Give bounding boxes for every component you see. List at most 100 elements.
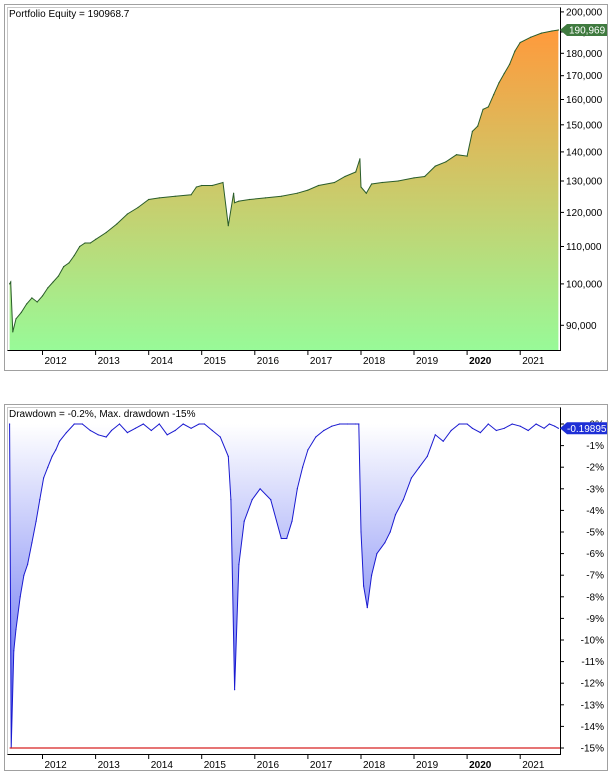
equity-point [519,41,521,44]
equity-x-tick-label: 2021 [522,356,545,367]
equity-last-value-label: 190,969 [569,26,606,37]
equity-point [471,130,473,132]
drawdown-point [363,585,365,587]
equity-point [158,197,160,199]
drawdown-point [307,449,309,451]
drawdown-point [142,423,144,425]
drawdown-point [65,432,67,434]
equity-point [333,181,335,184]
drawdown-point [280,537,282,540]
drawdown-point [13,650,15,652]
drawdown-y-tick-label: -1% [586,441,604,452]
drawdown-point [190,427,192,429]
drawdown-point [23,574,25,576]
equity-point [248,198,251,201]
equity-y-tick-label: 140,000 [566,147,603,158]
drawdown-point [230,499,232,501]
equity-point [397,180,399,182]
drawdown-x-tick-label: 2018 [363,760,386,771]
drawdown-point [548,423,551,425]
equity-point [95,238,97,240]
drawdown-point [198,423,200,425]
equity-point [84,242,86,244]
drawdown-point [511,423,513,425]
equity-x-ticks: 2012 2013 2014 2015 2016 2017 2018 2019 2020 2021 [42,350,545,367]
equity-point [52,281,54,283]
equity-point [68,262,70,264]
equity-point [234,202,236,204]
drawdown-point [418,466,420,468]
equity-point [12,331,14,333]
equity-x-tick-label: 2014 [151,356,174,367]
equity-point [9,283,11,285]
drawdown-x-tick-label: 2012 [45,760,68,771]
drawdown-point [51,455,53,457]
drawdown-y-tick-label: -10% [581,636,604,647]
equity-point [455,154,458,156]
drawdown-x-tick-label: 2014 [151,760,174,771]
drawdown-point [251,499,253,501]
equity-point [105,231,107,234]
drawdown-point [55,449,57,451]
drawdown-point [376,553,378,555]
equity-title: Portfolio Equity = 190968.7 [9,9,130,20]
equity-point [20,311,22,313]
equity-y-tick-label: 110,000 [566,242,602,253]
drawdown-point [366,607,368,609]
drawdown-point [286,537,288,540]
equity-point [434,165,436,167]
drawdown-y-tick-label: -8% [586,592,604,603]
equity-line [9,29,559,333]
drawdown-point [355,423,357,425]
drawdown-y-tick-label: -4% [586,506,604,517]
equity-point [227,225,229,227]
drawdown-point [394,514,397,516]
equity-point [503,72,505,74]
drawdown-point [331,425,333,427]
drawdown-point [227,455,229,457]
drawdown-point [39,499,41,501]
equity-y-tick-label: 180,000 [566,49,603,60]
equity-y-tick-label: 130,000 [566,177,603,188]
drawdown-point [150,429,152,432]
drawdown-point [302,466,304,468]
drawdown-point [291,520,293,522]
drawdown-x-tick-label: 2015 [204,760,227,771]
equity-y-tick-label: 90,000 [566,321,597,332]
drawdown-x-tick-label: 2020 [469,760,492,771]
drawdown-point [89,429,91,432]
drawdown-point [19,596,21,598]
equity-point [15,318,17,320]
equity-point [280,195,282,197]
equity-point [63,266,65,268]
drawdown-point [105,436,107,438]
drawdown-point [118,423,121,425]
drawdown-point [339,423,341,425]
drawdown-point [47,466,49,468]
drawdown-point [97,434,99,436]
equity-point [557,29,560,31]
drawdown-point [9,423,11,425]
drawdown-point [73,423,75,425]
equity-point [47,287,49,289]
drawdown-last-value-label: -0.19895 [567,424,607,435]
drawdown-point [203,423,205,425]
equity-point [195,186,197,188]
drawdown-y-tick-label: -13% [581,700,604,711]
equity-point [487,106,489,108]
equity-x-tick-label: 2017 [310,356,333,367]
drawdown-panel [4,404,608,771]
equity-point [360,186,362,188]
drawdown-point [543,427,545,429]
drawdown-point [238,563,240,566]
drawdown-y-tick-label: -15% [581,744,604,755]
equity-point [466,155,468,157]
drawdown-y-tick-label: -9% [586,614,604,625]
drawdown-point [479,432,481,434]
equity-point [344,175,346,178]
equity-y-tick-label: 150,000 [566,120,603,131]
equity-point [413,177,415,179]
drawdown-point [259,488,261,490]
